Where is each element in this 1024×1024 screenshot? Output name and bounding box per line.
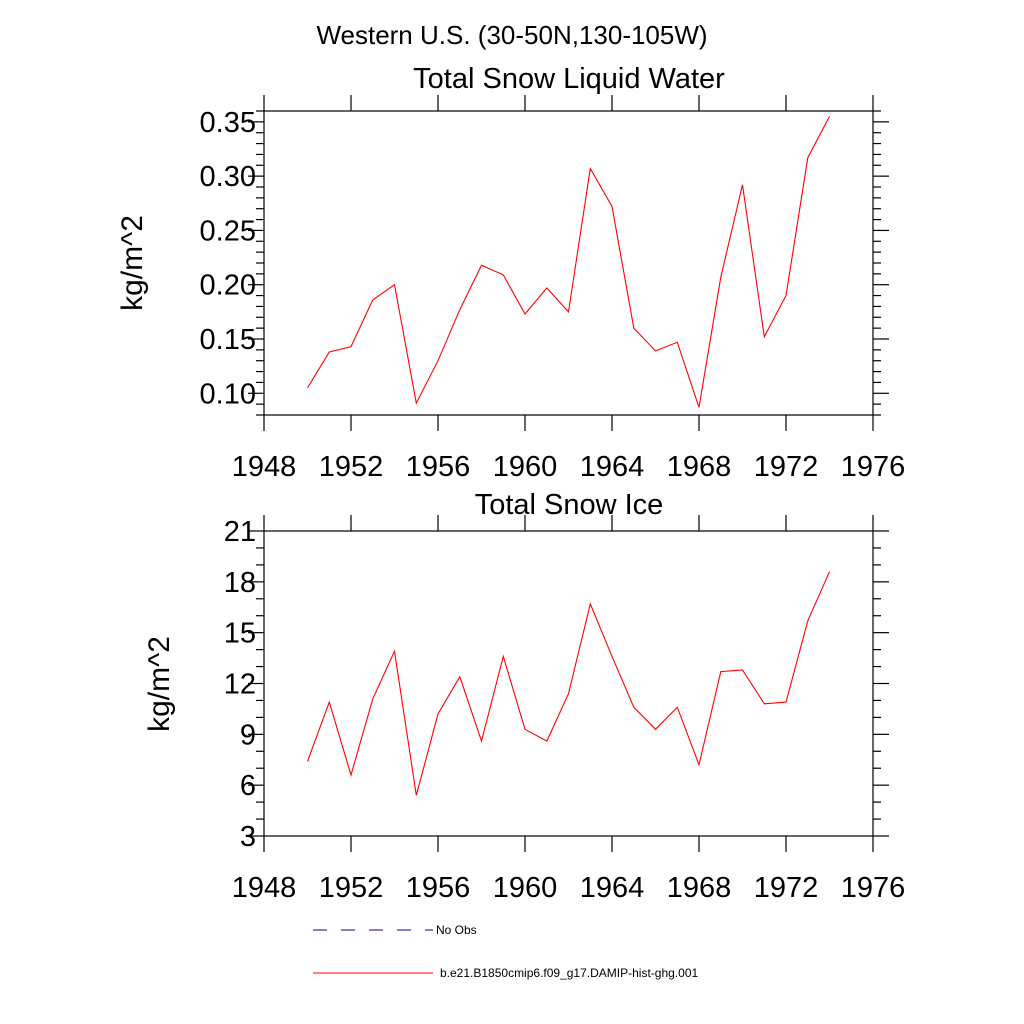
y-tick-label: 21	[224, 516, 256, 548]
y-tick-label: 15	[224, 618, 256, 650]
x-tick-label: 1964	[580, 451, 645, 483]
y-tick-label: 0.20	[200, 270, 256, 302]
figure-suptitle: Western U.S. (30-50N,130-105W)	[316, 20, 707, 50]
y-tick-label: 12	[224, 669, 256, 701]
x-tick-label: 1972	[754, 872, 819, 904]
x-tick-label: 1948	[232, 872, 297, 904]
y-tick-label: 6	[240, 770, 256, 802]
panel-title: Total Snow Liquid Water	[413, 63, 725, 95]
y-axis-label: kg/m^2	[143, 636, 176, 732]
y-tick-label: 0.25	[200, 215, 256, 247]
series-line	[306, 571, 831, 796]
x-tick-label: 1960	[493, 451, 558, 483]
y-axis-label: kg/m^2	[116, 215, 149, 311]
x-tick-label: 1956	[406, 872, 471, 904]
y-tick-label: 0.30	[200, 161, 256, 193]
y-tick-label: 3	[240, 821, 256, 853]
panel-snow-ice: Total Snow Ice kg/m^2 1948 1952 1956 1960 19…	[143, 489, 905, 904]
x-tick-label: 1968	[667, 451, 732, 483]
panel-title: Total Snow Ice	[475, 489, 664, 521]
y-tick-label: 18	[224, 567, 256, 599]
x-tick-label: 1976	[841, 451, 906, 483]
legend-label-no-obs: No Obs	[436, 923, 477, 937]
y-tick-label: 0.35	[200, 107, 256, 139]
y-tick-label: 0.10	[200, 378, 256, 410]
series-line	[307, 116, 830, 408]
x-tick-label: 1960	[493, 872, 558, 904]
x-tick-label: 1968	[667, 872, 732, 904]
x-tick-label: 1952	[319, 451, 384, 483]
legend: No Obs b.e21.B1850cmip6.f09_g17.DAMIP-hi…	[313, 923, 698, 980]
plot-frame	[263, 530, 874, 837]
y-tick-label: 0.15	[200, 324, 256, 356]
y-tick-label: 9	[240, 719, 256, 751]
x-tick-label: 1972	[754, 451, 819, 483]
x-tick-label: 1964	[580, 872, 645, 904]
x-tick-label: 1948	[232, 451, 297, 483]
x-tick-label: 1952	[319, 872, 384, 904]
legend-label-model: b.e21.B1850cmip6.f09_g17.DAMIP-hist-ghg.…	[440, 966, 698, 980]
x-tick-label: 1976	[841, 872, 906, 904]
x-tick-label: 1956	[406, 451, 471, 483]
panel-snow-liquid-water: Total Snow Liquid Water kg/m^2 1948 1952 1…	[116, 63, 905, 483]
plot-frame	[263, 110, 874, 416]
